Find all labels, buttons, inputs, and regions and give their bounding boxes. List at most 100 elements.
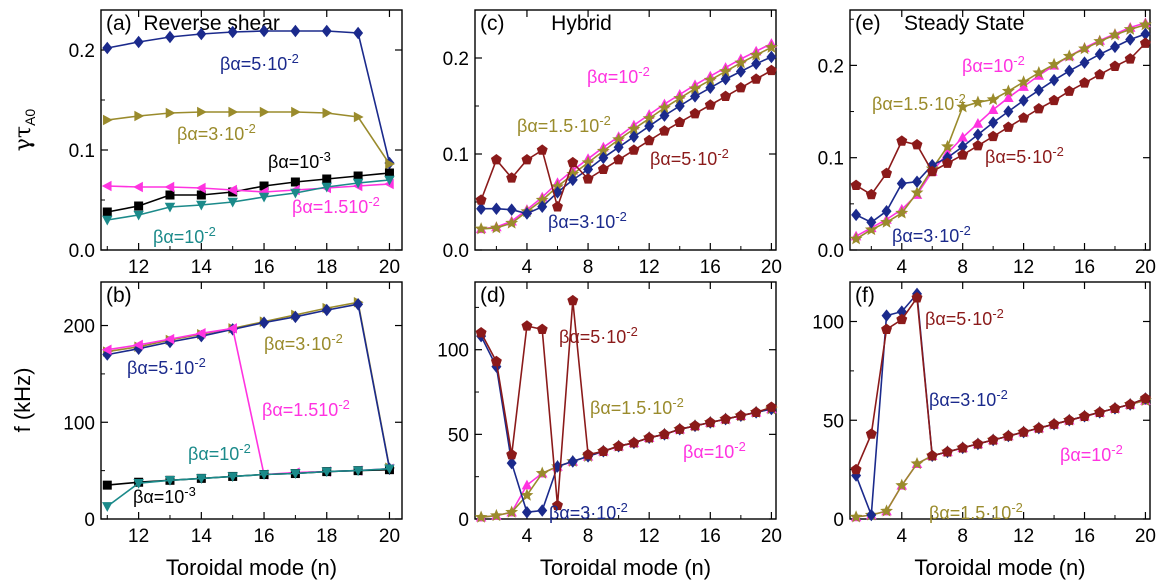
y-tick-label: 200: [63, 317, 95, 338]
data-point: [521, 154, 533, 165]
data-point: [988, 116, 999, 129]
data-point: [956, 100, 970, 113]
data-point: [612, 132, 626, 146]
data-point: [165, 190, 175, 200]
y-axis-label-top: γτA0: [11, 109, 38, 152]
x-axis-label: Toroidal mode (n): [166, 555, 337, 580]
data-point: [133, 181, 143, 193]
plot-frame: [474, 9, 777, 251]
series-line: [107, 30, 391, 164]
data-point: [290, 177, 300, 187]
data-point: [102, 41, 113, 55]
x-tick-label: 8: [583, 257, 594, 278]
data-point: [910, 456, 924, 470]
y-tick-label: 0.0: [443, 241, 469, 262]
data-point: [322, 107, 333, 119]
data-point: [598, 151, 609, 165]
data-point: [704, 99, 716, 110]
y-tick-label: 100: [437, 341, 469, 362]
y-tick-label: 100: [63, 413, 95, 434]
data-point: [1001, 84, 1015, 97]
y-tick-label: 0: [833, 510, 844, 531]
x-tick-label: 20: [1135, 257, 1156, 278]
data-point: [735, 82, 747, 93]
x-tick-label: 18: [316, 526, 337, 547]
data-point: [674, 99, 685, 113]
y-tick-label: 0.1: [69, 141, 95, 162]
x-tick-label: 12: [639, 257, 660, 278]
series-4: [102, 175, 395, 226]
x-tick-label: 8: [583, 526, 594, 547]
panel-title: (e) Steady State: [855, 12, 1024, 35]
data-point: [290, 469, 301, 480]
data-point: [102, 480, 112, 490]
series-1: [103, 106, 395, 170]
data-point: [896, 313, 908, 325]
data-point: [490, 154, 502, 165]
panel-title: (b): [106, 284, 132, 307]
x-tick-label: 12: [639, 526, 660, 547]
series-annotation: βα=1.5·10-2: [872, 91, 966, 114]
data-point: [195, 328, 206, 339]
data-point: [628, 144, 640, 155]
data-point: [259, 316, 270, 329]
data-point: [133, 339, 143, 351]
series-annotation: βα=10-2: [587, 64, 650, 87]
data-point: [384, 168, 394, 178]
data-point: [521, 207, 532, 220]
data-point: [353, 298, 364, 311]
data-point: [535, 466, 549, 479]
data-point: [536, 144, 548, 155]
data-point: [895, 478, 909, 491]
series-line: [106, 467, 390, 508]
y-tick-label: 100: [812, 313, 844, 334]
data-point: [165, 107, 176, 119]
data-point: [750, 406, 762, 417]
data-point: [720, 72, 731, 86]
data-point: [895, 206, 909, 219]
data-point: [957, 131, 968, 142]
series-0: [102, 24, 395, 170]
x-tick-label: 14: [191, 526, 213, 547]
series-annotation: βα=3·10-2: [892, 223, 971, 246]
y-tick-label: 0: [84, 510, 95, 531]
data-point: [644, 119, 655, 133]
x-tick-label: 16: [700, 257, 721, 278]
data-point: [1033, 422, 1045, 433]
x-tick-label: 20: [761, 257, 782, 278]
data-point: [643, 431, 655, 443]
data-point: [352, 178, 364, 189]
data-point: [1018, 112, 1030, 123]
data-point: [987, 104, 999, 114]
x-tick-label: 12: [128, 526, 149, 547]
data-point: [1109, 40, 1120, 54]
data-point: [227, 184, 237, 196]
data-point: [658, 101, 671, 114]
data-point: [896, 177, 907, 190]
series-annotation: βα=1.510-2: [292, 194, 380, 217]
y-tick-label: 0.0: [818, 241, 844, 262]
data-point: [1033, 84, 1044, 97]
series-line: [480, 69, 772, 210]
data-point: [613, 141, 624, 154]
data-point: [227, 323, 237, 334]
data-point: [1109, 402, 1121, 414]
data-point: [659, 109, 670, 122]
panel-c: 4 8 12 16 20 0.0 0.1 0.2 (c) Hybrid βα=10-2 βα=1.5…: [443, 9, 782, 278]
series-3: [475, 294, 777, 511]
data-point: [734, 56, 748, 69]
data-point: [321, 303, 332, 317]
data-point: [195, 182, 206, 194]
x-tick-label: 8: [957, 526, 968, 547]
data-point: [690, 90, 701, 103]
data-point: [134, 201, 144, 211]
data-point: [972, 139, 984, 151]
series-annotation: βα=10-2: [153, 224, 216, 247]
data-point: [582, 173, 594, 184]
data-point: [101, 180, 112, 192]
data-point: [505, 505, 519, 518]
series-annotation: βα=5·10-2: [925, 306, 1004, 329]
data-point: [290, 188, 301, 199]
data-point: [689, 107, 701, 119]
x-tick-label: 16: [253, 257, 274, 278]
